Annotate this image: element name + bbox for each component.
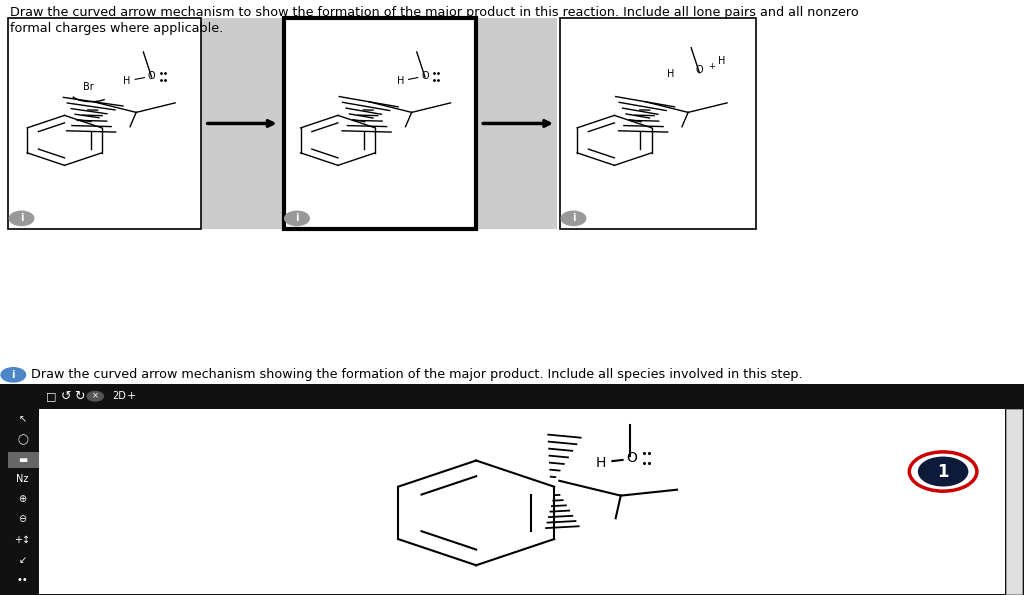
Bar — [0, 384, 1024, 409]
Circle shape — [561, 211, 586, 226]
Circle shape — [9, 211, 34, 226]
Bar — [477, 18, 557, 229]
Text: ↙: ↙ — [18, 555, 27, 565]
Text: □: □ — [46, 392, 56, 401]
Bar — [39, 409, 1005, 594]
Text: ⊖: ⊖ — [18, 515, 27, 524]
Bar — [1006, 409, 1022, 594]
Text: Br: Br — [83, 82, 93, 92]
Bar — [8, 452, 39, 468]
Text: Draw the curved arrow mechanism to show the formation of the major product in th: Draw the curved arrow mechanism to show … — [10, 6, 859, 19]
Circle shape — [909, 452, 977, 491]
Circle shape — [1, 368, 26, 382]
Text: 2D: 2D — [112, 392, 126, 401]
Circle shape — [87, 392, 103, 401]
Text: ↺: ↺ — [60, 390, 71, 403]
Bar — [284, 18, 476, 229]
Text: i: i — [571, 214, 575, 223]
Text: i: i — [19, 214, 24, 223]
Text: Nz: Nz — [16, 474, 29, 484]
Text: Draw the curved arrow mechanism showing the formation of the major product. Incl: Draw the curved arrow mechanism showing … — [31, 368, 803, 381]
Text: +↕: +↕ — [14, 535, 31, 544]
Text: ↻: ↻ — [74, 390, 84, 403]
Text: H: H — [718, 56, 726, 66]
Text: +: + — [709, 62, 715, 71]
Text: ×: × — [92, 392, 98, 401]
Text: ••: •• — [16, 575, 29, 585]
Circle shape — [285, 211, 309, 226]
Text: i: i — [295, 214, 299, 223]
Text: ↖: ↖ — [18, 415, 27, 424]
Text: H: H — [596, 456, 606, 470]
Text: i: i — [11, 370, 15, 380]
Text: H: H — [396, 76, 404, 86]
Text: O: O — [627, 451, 637, 465]
Bar — [8, 18, 201, 229]
Text: O: O — [421, 71, 429, 82]
Text: +: + — [126, 392, 136, 401]
Text: ⊕: ⊕ — [18, 494, 27, 504]
Text: H: H — [667, 69, 675, 79]
Text: H: H — [123, 76, 131, 86]
Text: formal charges where applicable.: formal charges where applicable. — [10, 22, 223, 35]
Text: O: O — [695, 65, 703, 75]
Text: ▬: ▬ — [17, 455, 28, 465]
Text: O: O — [147, 71, 156, 82]
Bar — [0, 384, 1024, 595]
Bar — [560, 18, 756, 229]
Circle shape — [919, 457, 968, 486]
Text: ◯: ◯ — [17, 434, 28, 445]
Text: 1: 1 — [937, 462, 949, 481]
Bar — [202, 18, 282, 229]
